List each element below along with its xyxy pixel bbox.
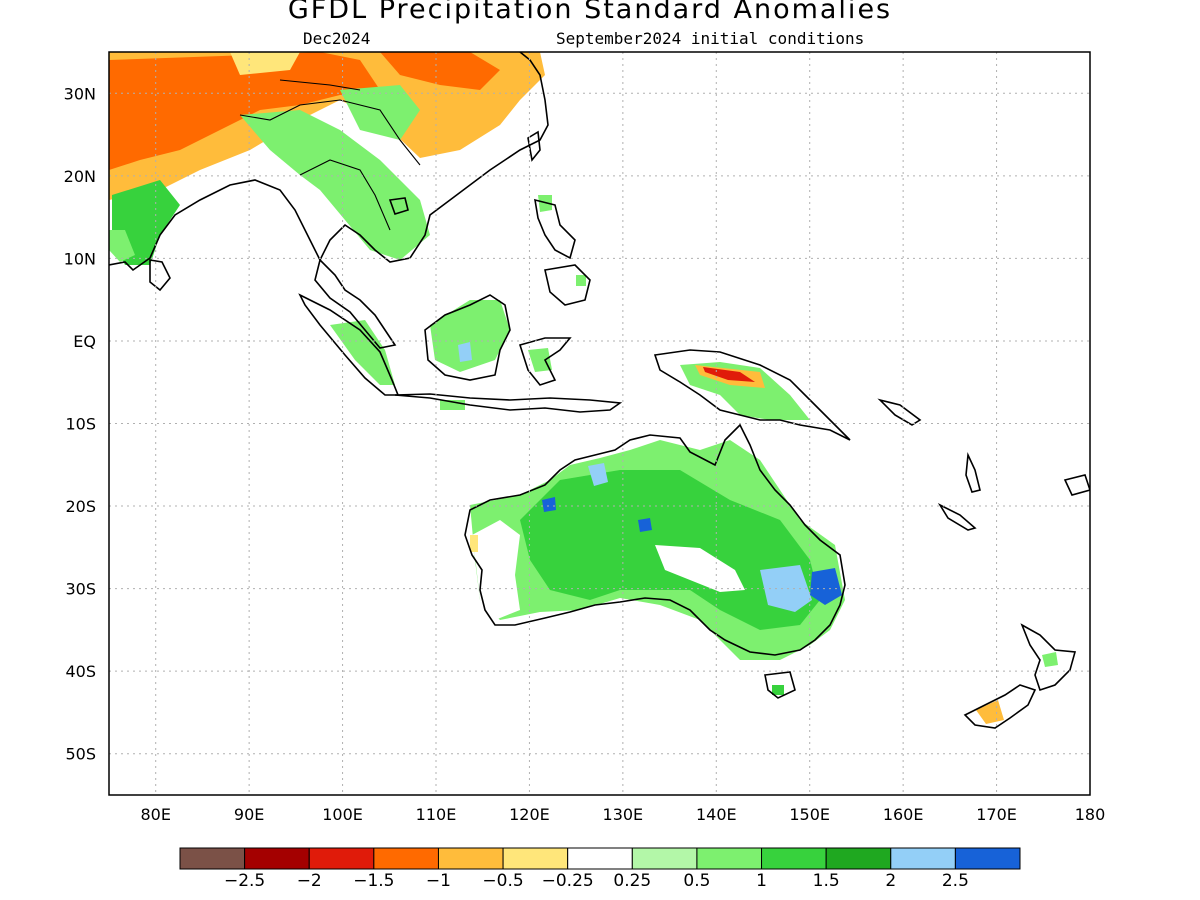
wet-region-sumatra (330, 320, 395, 385)
wet-region-borneo (430, 300, 510, 372)
coast-new-zealand-north (1020, 623, 1077, 692)
latitude-tick-label: 10N (64, 249, 96, 268)
colorbar-label: −2.5 (224, 871, 265, 891)
colorbar-swatch (502, 847, 569, 870)
coast-hainan (388, 197, 409, 215)
wet-region-philippines (538, 195, 552, 212)
wet-region-australia-mid-dark (638, 518, 652, 532)
dry-region-asia-orange-east (380, 52, 500, 90)
map-fields (109, 52, 1058, 724)
latitude-tick-label: 30S (65, 580, 96, 599)
coast-new-guinea (653, 349, 851, 441)
coast-fiji (1063, 474, 1090, 496)
longitude-tick-label: 110E (416, 805, 457, 824)
coast-java (394, 393, 623, 413)
latitude-tick-label: 40S (65, 662, 96, 681)
colorbar-swatch (373, 847, 439, 870)
map-title: GFDL Precipitation Standard Anomalies (287, 0, 893, 25)
colorbar-label: −1.5 (353, 871, 394, 891)
coast-philippines-mindanao (544, 264, 591, 306)
latitude-tick-label: 50S (65, 745, 96, 764)
longitude-tick-label: 100E (322, 805, 363, 824)
coast-australia (464, 423, 846, 656)
wet-region-philippines-south (576, 275, 586, 286)
coast-new-zealand-south (963, 684, 1037, 729)
colorbar-swatch (437, 847, 504, 870)
colorbar-swatch (631, 847, 698, 870)
wet-region-india-west-light (109, 230, 135, 262)
coast-taiwan (527, 130, 541, 162)
colorbar-label: 2.5 (942, 871, 969, 891)
wet-region-australia-nw-dark (542, 497, 556, 512)
longitude-tick-label: 170E (976, 805, 1017, 824)
coast-solomon-islands (877, 398, 922, 426)
coastlines (109, 52, 1090, 729)
colorbar-swatch (244, 847, 310, 870)
wet-region-tibet (340, 85, 420, 140)
longitude-tick-label: 120E (509, 805, 550, 824)
longitude-tick-label: 90E (234, 805, 264, 824)
colorbar-label: 1 (756, 871, 767, 891)
colorbar-label: −1 (426, 871, 451, 891)
wet-region-australia-north-blue (588, 463, 608, 486)
longitude-tick-label: 150E (789, 805, 830, 824)
dry-region-australia-west (470, 535, 478, 552)
latitude-tick-label: 30N (64, 84, 96, 103)
neutral-region-australia-west (472, 520, 520, 620)
wet-region-australia-east-blue (760, 565, 812, 612)
wet-region-borneo-blue (458, 342, 472, 362)
wet-region-new-zealand (1042, 652, 1058, 667)
initial-conditions-label: September2024 initial conditions (556, 29, 865, 48)
wet-region-indochina (240, 110, 430, 260)
latitude-tick-label: EQ (73, 332, 96, 351)
coast-sumatra (298, 293, 400, 396)
colorbar-label: 2 (885, 871, 896, 891)
forecast-month: Dec2024 (303, 29, 371, 48)
coast-borneo (424, 294, 511, 381)
coast-vanuatu (965, 452, 981, 493)
colorbar-swatch (179, 847, 246, 870)
map-frame (108, 51, 1091, 796)
colorbar-swatch (308, 847, 375, 870)
colorbar-label: −2 (297, 871, 322, 891)
coast-philippines-luzon (534, 198, 576, 260)
longitude-tick-label: 130E (603, 805, 644, 824)
longitude-tick-label: 80E (140, 805, 170, 824)
colorbar-label: 0.25 (613, 871, 651, 891)
longitude-tick-label: 160E (883, 805, 924, 824)
colorbar-label: 0.5 (683, 871, 710, 891)
coast-tasmania (764, 671, 796, 699)
latitude-tick-label: 20S (65, 497, 96, 516)
colorbar-swatch (696, 847, 763, 870)
coast-new-caledonia (937, 503, 977, 531)
latitude-tick-label: 10S (65, 415, 96, 434)
graticule (109, 52, 1091, 795)
dry-region-asia-pale (230, 52, 300, 75)
colorbar-label: −0.5 (482, 871, 523, 891)
longitude-labels: 80E 90E 100E 110E 120E 130E 140E 150E 160E 170E 18… (140, 805, 1105, 824)
colorbar-swatch (761, 847, 827, 870)
colorbar-label: 1.5 (813, 871, 840, 891)
coast-sri-lanka (149, 259, 171, 292)
longitude-tick-label: 180 (1075, 805, 1106, 824)
colorbar-swatch (890, 847, 956, 870)
colorbar-swatch (954, 847, 1021, 870)
coast-mainland-borders (239, 79, 421, 231)
wet-region-tasmania (772, 685, 784, 695)
wet-region-sulawesi (528, 348, 552, 372)
colorbar: −2.5 −2 −1.5 −1 −0.5 −0.25 0.25 0.5 1 1.5 2 2.5 (179, 847, 1021, 891)
coast-sulawesi (518, 337, 572, 386)
colorbar-label: −0.25 (542, 871, 594, 891)
colorbar-swatch (825, 847, 892, 870)
colorbar-swatch (567, 847, 633, 870)
dry-region-new-zealand (976, 700, 1004, 724)
neutral-region-australia-centre (655, 545, 745, 592)
latitude-tick-label: 20N (64, 167, 96, 186)
wet-region-australia-coast-dark (810, 568, 842, 605)
latitude-labels: 30N 20N 10N EQ 10S 20S 30S 40S 50S (64, 84, 96, 763)
dry-region-asia-orange (109, 52, 380, 170)
longitude-tick-label: 140E (696, 805, 737, 824)
coast-asia-mainland (109, 52, 549, 349)
